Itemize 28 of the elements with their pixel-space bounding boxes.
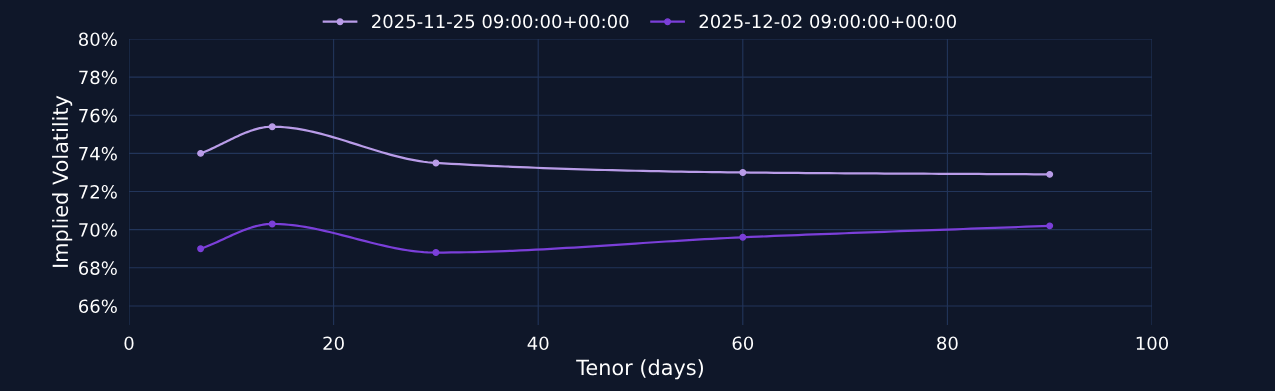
x-tick-label: 100	[1136, 336, 1169, 351]
y-tick-label: 76%	[79, 108, 117, 123]
point	[197, 149, 205, 157]
point	[739, 233, 747, 241]
point	[197, 245, 205, 253]
x-tick-label: 80	[937, 336, 958, 351]
point	[432, 249, 440, 257]
y-tick-label: 78%	[79, 70, 117, 85]
x-tick-label: 40	[527, 336, 549, 351]
point	[432, 159, 440, 167]
point	[1046, 222, 1054, 230]
y-tick-label: 72%	[79, 184, 117, 199]
y-axis-title: Implied Volatility	[52, 95, 73, 267]
x-tick-label: 60	[732, 336, 754, 351]
legend-label: 2025-11-25 09:00:00+00:00	[372, 14, 629, 29]
point	[1046, 170, 1054, 178]
point	[739, 168, 747, 176]
point	[268, 220, 276, 228]
x-tick-label: 20	[323, 336, 344, 351]
y-tick-label: 80%	[78, 32, 117, 47]
y-tick-label: 70%	[79, 223, 117, 237]
point	[268, 123, 276, 131]
y-tick-label: 74%	[79, 146, 117, 161]
x-axis-title: Tenor (days)	[576, 359, 703, 380]
legend-label: 2025-12-02 09:00:00+00:00	[699, 14, 956, 29]
x-tick-label: 0	[124, 336, 134, 351]
y-tick-label: 66%	[79, 299, 117, 314]
y-tick-label: 68%	[79, 261, 117, 275]
